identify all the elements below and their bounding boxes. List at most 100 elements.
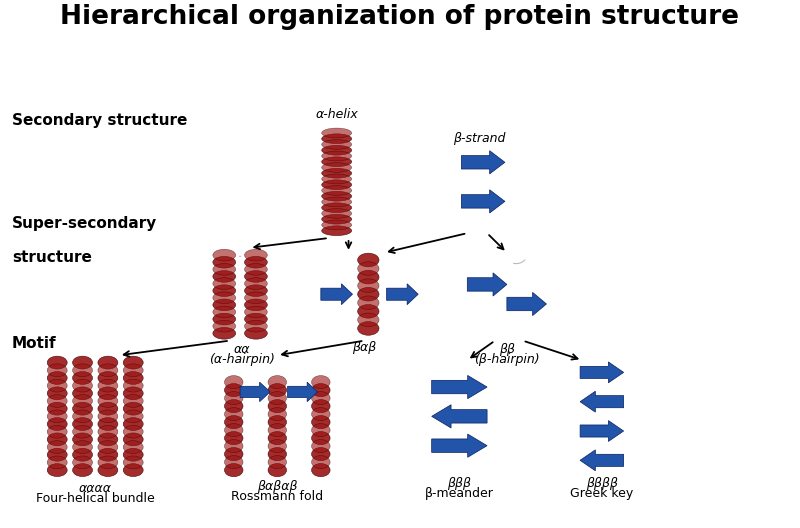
Ellipse shape xyxy=(213,292,236,304)
Ellipse shape xyxy=(213,263,236,275)
FancyArrow shape xyxy=(287,382,318,402)
Ellipse shape xyxy=(47,394,67,408)
Ellipse shape xyxy=(123,440,143,454)
Text: Super-secondary: Super-secondary xyxy=(12,216,158,231)
Text: αααα: αααα xyxy=(78,482,112,495)
Ellipse shape xyxy=(311,464,330,477)
Ellipse shape xyxy=(213,249,236,261)
Ellipse shape xyxy=(123,364,143,377)
Text: α-helix: α-helix xyxy=(315,108,358,121)
Ellipse shape xyxy=(268,375,286,389)
Ellipse shape xyxy=(47,402,67,415)
FancyArrow shape xyxy=(580,391,624,412)
Ellipse shape xyxy=(322,209,352,219)
Ellipse shape xyxy=(73,433,93,446)
Ellipse shape xyxy=(213,320,236,332)
Ellipse shape xyxy=(98,356,118,369)
Ellipse shape xyxy=(73,418,93,430)
FancyArrow shape xyxy=(240,382,270,402)
Ellipse shape xyxy=(73,402,93,415)
Ellipse shape xyxy=(225,392,243,405)
Ellipse shape xyxy=(358,296,379,309)
Ellipse shape xyxy=(213,313,236,325)
FancyArrow shape xyxy=(580,450,624,471)
Ellipse shape xyxy=(268,392,286,405)
Ellipse shape xyxy=(245,306,267,318)
FancyArrow shape xyxy=(580,421,624,441)
Ellipse shape xyxy=(268,408,286,421)
Ellipse shape xyxy=(268,416,286,429)
Ellipse shape xyxy=(225,464,243,477)
Ellipse shape xyxy=(245,263,267,275)
Text: (α-hairpin): (α-hairpin) xyxy=(209,353,274,366)
Ellipse shape xyxy=(47,425,67,438)
Ellipse shape xyxy=(47,456,67,469)
Ellipse shape xyxy=(213,299,236,311)
Ellipse shape xyxy=(98,448,118,461)
Ellipse shape xyxy=(47,379,67,392)
Ellipse shape xyxy=(245,249,267,261)
Ellipse shape xyxy=(322,128,352,138)
Ellipse shape xyxy=(73,425,93,438)
Ellipse shape xyxy=(358,305,379,318)
FancyArrow shape xyxy=(432,405,487,428)
Ellipse shape xyxy=(123,394,143,408)
Text: Rossmann fold: Rossmann fold xyxy=(231,489,323,503)
FancyArrow shape xyxy=(321,284,353,305)
Ellipse shape xyxy=(47,356,67,369)
Ellipse shape xyxy=(322,168,352,178)
Ellipse shape xyxy=(73,356,93,369)
Ellipse shape xyxy=(225,375,243,389)
Text: ββββ: ββββ xyxy=(586,477,618,491)
Ellipse shape xyxy=(225,423,243,437)
Ellipse shape xyxy=(322,157,352,167)
Ellipse shape xyxy=(245,327,267,339)
Ellipse shape xyxy=(98,364,118,377)
Ellipse shape xyxy=(358,322,379,335)
FancyArrow shape xyxy=(386,284,418,305)
Ellipse shape xyxy=(358,313,379,327)
Ellipse shape xyxy=(123,448,143,461)
Text: αα: αα xyxy=(234,343,250,356)
Ellipse shape xyxy=(47,372,67,384)
Ellipse shape xyxy=(268,383,286,397)
Ellipse shape xyxy=(245,285,267,297)
Ellipse shape xyxy=(358,270,379,284)
Text: βββ: βββ xyxy=(447,477,471,491)
Ellipse shape xyxy=(322,191,352,201)
Text: β-strand: β-strand xyxy=(453,132,506,145)
Ellipse shape xyxy=(245,299,267,311)
Text: ββ: ββ xyxy=(499,343,515,356)
Text: Secondary structure: Secondary structure xyxy=(12,114,187,128)
FancyArrow shape xyxy=(462,150,505,174)
Ellipse shape xyxy=(311,375,330,389)
Ellipse shape xyxy=(73,364,93,377)
Ellipse shape xyxy=(123,356,143,369)
Ellipse shape xyxy=(98,379,118,392)
Text: Four-helical bundle: Four-helical bundle xyxy=(36,492,154,505)
Ellipse shape xyxy=(311,439,330,452)
Ellipse shape xyxy=(311,456,330,469)
Ellipse shape xyxy=(322,174,352,184)
Text: structure: structure xyxy=(12,250,92,265)
Ellipse shape xyxy=(322,185,352,195)
Ellipse shape xyxy=(47,418,67,430)
Ellipse shape xyxy=(322,180,352,190)
Ellipse shape xyxy=(98,410,118,423)
Ellipse shape xyxy=(322,220,352,230)
Ellipse shape xyxy=(245,257,267,268)
Ellipse shape xyxy=(358,253,379,267)
Ellipse shape xyxy=(311,448,330,461)
Ellipse shape xyxy=(47,464,67,477)
Ellipse shape xyxy=(98,387,118,400)
Ellipse shape xyxy=(123,425,143,438)
Ellipse shape xyxy=(268,448,286,461)
Ellipse shape xyxy=(123,402,143,415)
Ellipse shape xyxy=(358,262,379,276)
FancyArrow shape xyxy=(432,375,487,399)
Ellipse shape xyxy=(98,456,118,469)
Ellipse shape xyxy=(47,364,67,377)
Ellipse shape xyxy=(245,313,267,325)
Ellipse shape xyxy=(268,464,286,477)
Ellipse shape xyxy=(98,394,118,408)
